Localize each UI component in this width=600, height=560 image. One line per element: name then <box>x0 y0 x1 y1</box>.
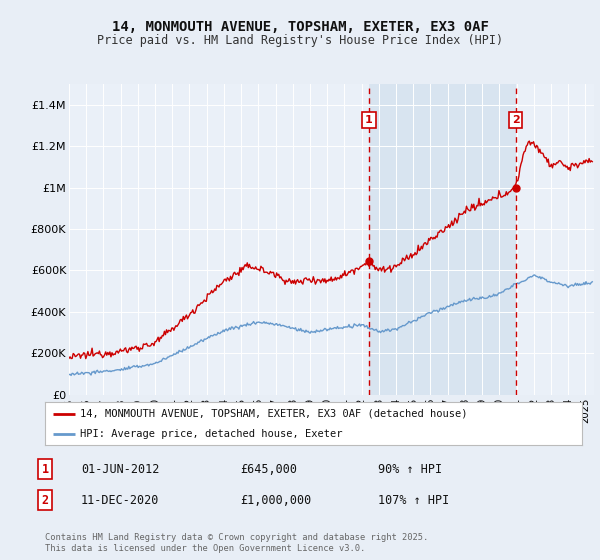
Text: 1: 1 <box>365 115 373 125</box>
Text: Contains HM Land Registry data © Crown copyright and database right 2025.
This d: Contains HM Land Registry data © Crown c… <box>45 533 428 553</box>
Text: 107% ↑ HPI: 107% ↑ HPI <box>378 493 449 507</box>
Text: 2: 2 <box>41 493 49 507</box>
Text: 14, MONMOUTH AVENUE, TOPSHAM, EXETER, EX3 0AF: 14, MONMOUTH AVENUE, TOPSHAM, EXETER, EX… <box>112 20 488 34</box>
Text: 11-DEC-2020: 11-DEC-2020 <box>81 493 160 507</box>
Text: 2: 2 <box>512 115 520 125</box>
Text: 01-JUN-2012: 01-JUN-2012 <box>81 463 160 476</box>
Text: Price paid vs. HM Land Registry's House Price Index (HPI): Price paid vs. HM Land Registry's House … <box>97 34 503 46</box>
Text: 90% ↑ HPI: 90% ↑ HPI <box>378 463 442 476</box>
Bar <box>369 84 515 395</box>
Text: £645,000: £645,000 <box>240 463 297 476</box>
Text: 14, MONMOUTH AVENUE, TOPSHAM, EXETER, EX3 0AF (detached house): 14, MONMOUTH AVENUE, TOPSHAM, EXETER, EX… <box>80 409 467 419</box>
Text: HPI: Average price, detached house, Exeter: HPI: Average price, detached house, Exet… <box>80 430 343 439</box>
Text: £1,000,000: £1,000,000 <box>240 493 311 507</box>
Text: 1: 1 <box>41 463 49 476</box>
